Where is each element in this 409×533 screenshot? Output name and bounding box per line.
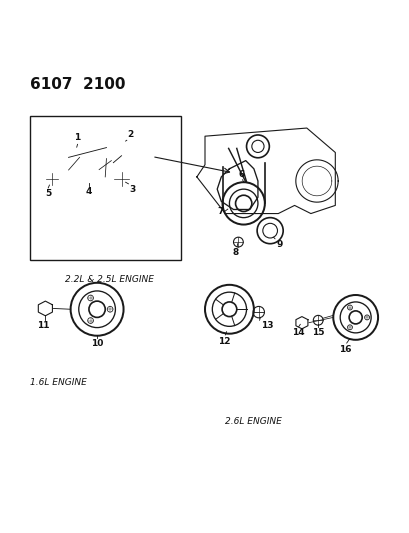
Text: 10: 10 [91,339,103,348]
Text: 2.2L & 2.5L ENGINE: 2.2L & 2.5L ENGINE [65,274,153,284]
Text: 15: 15 [311,328,324,337]
Text: 16: 16 [338,345,351,354]
Text: 6107  2100: 6107 2100 [30,77,125,92]
Text: 5: 5 [45,189,51,198]
Bar [30,116,180,261]
Text: 11: 11 [37,321,50,330]
Text: 13: 13 [261,321,273,330]
Text: 6: 6 [238,170,244,179]
Text: 8: 8 [232,248,238,257]
Text: 12: 12 [218,336,230,345]
Text: 1: 1 [74,133,81,142]
Text: 2: 2 [127,131,134,140]
Text: 9: 9 [276,240,282,249]
Text: 2.6L ENGINE: 2.6L ENGINE [225,417,282,426]
Text: 1.6L ENGINE: 1.6L ENGINE [30,378,87,387]
Text: 3: 3 [129,185,135,194]
Text: 14: 14 [291,328,303,337]
Text: 7: 7 [216,207,223,216]
Text: 4: 4 [85,187,92,196]
